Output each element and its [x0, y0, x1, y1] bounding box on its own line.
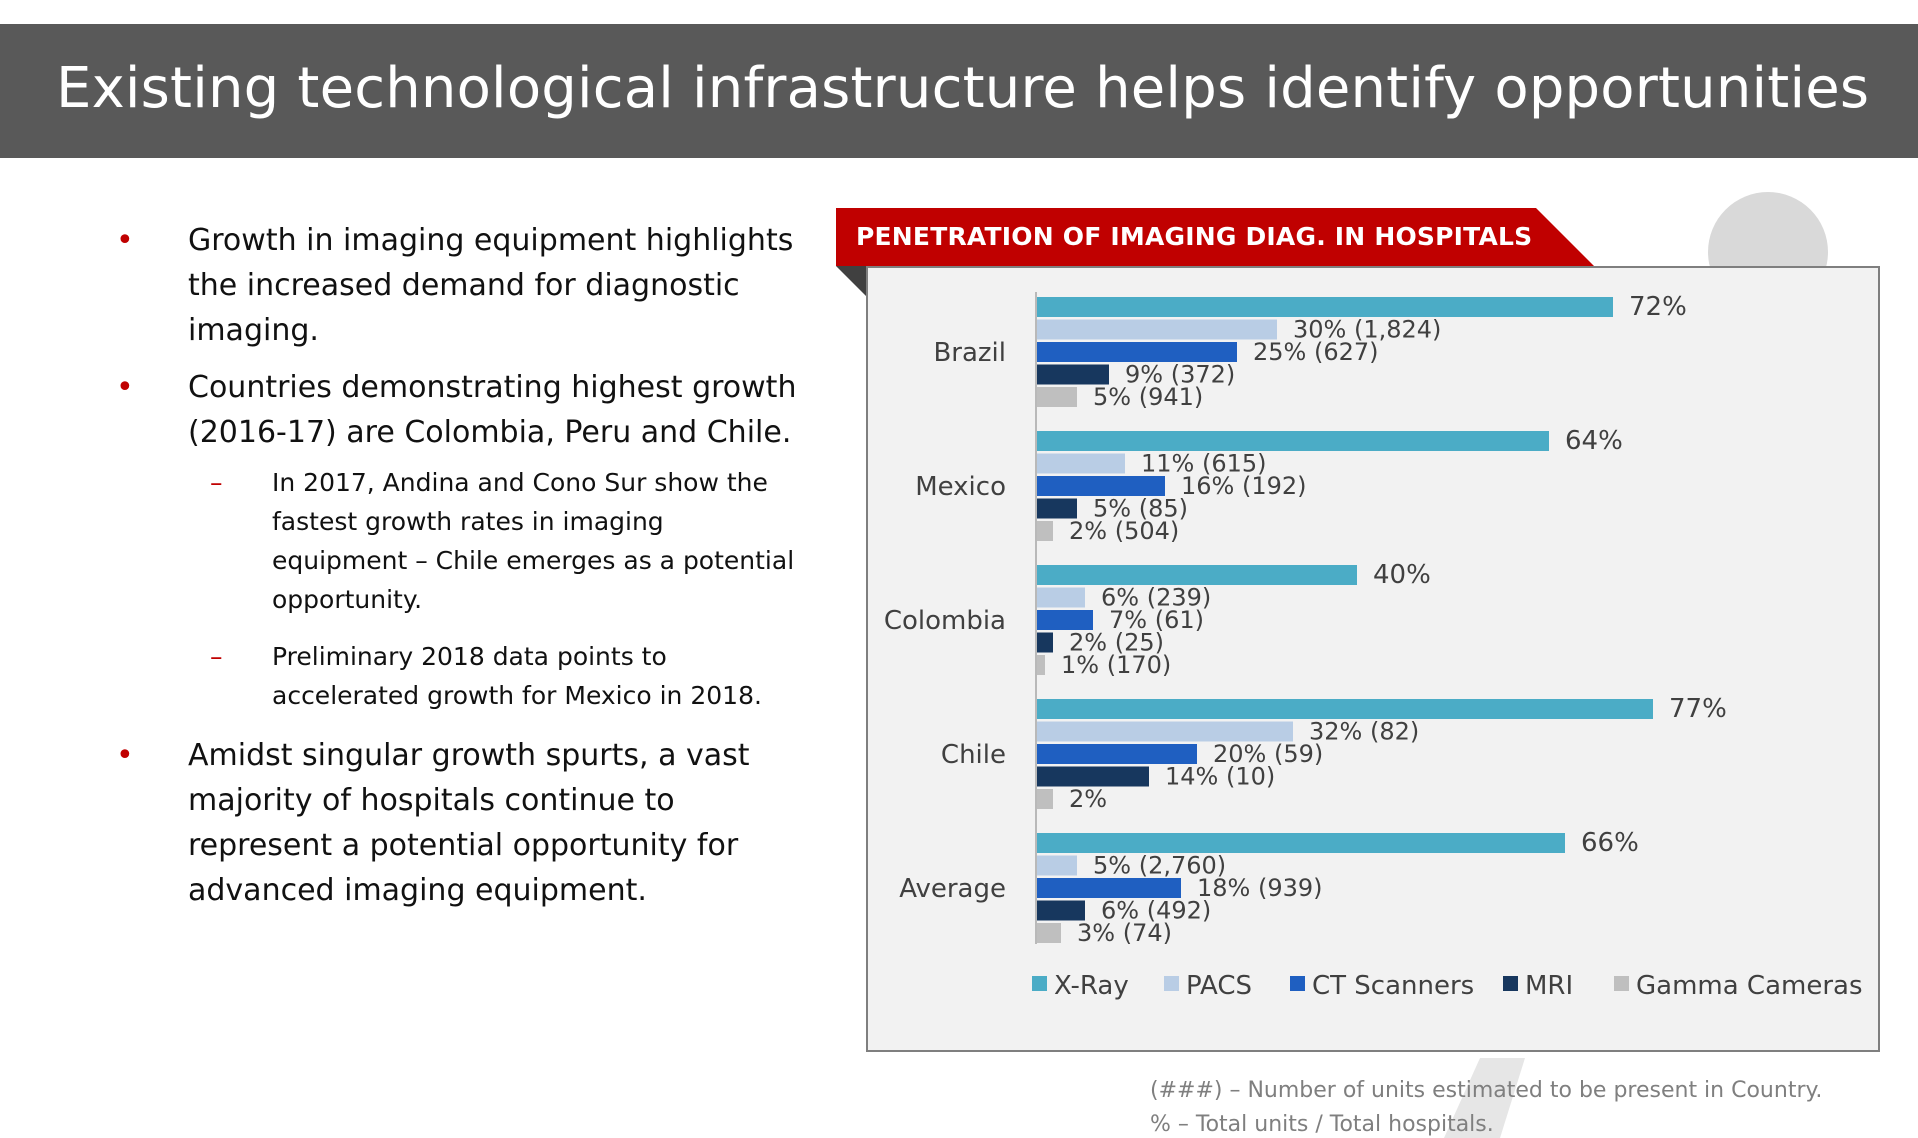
bar-x-ray	[1037, 699, 1653, 719]
bar-mri	[1037, 766, 1149, 787]
data-label: 6% (239)	[1101, 584, 1211, 612]
bar-ct-scanners	[1037, 610, 1093, 630]
bar-gamma-cameras	[1037, 521, 1053, 541]
data-label: 20% (59)	[1213, 740, 1323, 768]
bar-pacs	[1037, 587, 1085, 608]
sub-bullet-marker: –	[210, 468, 223, 497]
chart-frame	[866, 266, 1880, 1052]
sub-bullet-text: Preliminary 2018 data points to accelera…	[272, 642, 762, 710]
bullet-item: • Amidst singular growth spurts, a vast …	[100, 733, 800, 913]
bar-x-ray	[1037, 297, 1613, 317]
data-label: 30% (1,824)	[1293, 316, 1441, 344]
data-label: 18% (939)	[1197, 874, 1323, 902]
bar-mri	[1037, 632, 1053, 653]
data-label: 6% (492)	[1101, 897, 1211, 925]
page-title: Existing technological infrastructure he…	[56, 56, 1870, 121]
bar-ct-scanners	[1037, 342, 1237, 362]
bullet-item: • Countries demonstrating highest growth…	[100, 365, 800, 455]
bar-pacs	[1037, 319, 1277, 340]
sub-bullet-item: – In 2017, Andina and Cono Sur show the …	[100, 463, 800, 619]
data-label: 14% (10)	[1165, 763, 1275, 791]
bullet-list: • Growth in imaging equipment highlights…	[100, 218, 800, 925]
bar-pacs	[1037, 453, 1125, 474]
category-label: Average	[899, 874, 1006, 904]
data-label: 2% (504)	[1069, 517, 1179, 545]
footnote-percent: % – Total units / Total hospitals.	[1150, 1112, 1494, 1137]
data-label: 5% (2,760)	[1093, 852, 1226, 880]
data-label: 64%	[1565, 426, 1623, 456]
legend-label: CT Scanners	[1312, 971, 1474, 1001]
bullet-marker: •	[116, 738, 134, 773]
category-label: Colombia	[884, 606, 1006, 636]
data-label: 66%	[1581, 828, 1639, 858]
legend-label: Gamma Cameras	[1636, 971, 1863, 1001]
data-label: 1% (170)	[1061, 651, 1171, 679]
chart-title: PENETRATION OF IMAGING DIAG. IN HOSPITAL…	[856, 222, 1533, 251]
bullet-marker: •	[116, 370, 134, 405]
bar-mri	[1037, 900, 1085, 921]
data-label: 25% (627)	[1253, 338, 1379, 366]
data-label: 77%	[1669, 694, 1727, 724]
legend-label: MRI	[1525, 971, 1573, 1001]
bar-x-ray	[1037, 431, 1549, 451]
bar-pacs	[1037, 855, 1077, 876]
legend-swatch	[1032, 976, 1047, 991]
bar-ct-scanners	[1037, 878, 1181, 898]
legend-swatch	[1164, 976, 1179, 991]
bar-x-ray	[1037, 565, 1357, 585]
data-label: 5% (941)	[1093, 383, 1203, 411]
data-label: 72%	[1629, 292, 1687, 322]
data-label: 3% (74)	[1077, 919, 1172, 947]
category-label: Mexico	[915, 472, 1006, 502]
title-bar: Existing technological infrastructure he…	[0, 24, 1918, 158]
bar-gamma-cameras	[1037, 923, 1061, 943]
data-label: 5% (85)	[1093, 495, 1188, 523]
bar-mri	[1037, 364, 1109, 385]
category-label: Chile	[941, 740, 1006, 770]
data-label: 9% (372)	[1125, 361, 1235, 389]
banner-shape	[836, 208, 1594, 266]
bar-gamma-cameras	[1037, 789, 1053, 809]
bar-mri	[1037, 498, 1077, 519]
legend-swatch	[1614, 976, 1629, 991]
data-label: 40%	[1373, 560, 1431, 590]
legend-label: PACS	[1186, 971, 1252, 1001]
bullet-text: Growth in imaging equipment highlights t…	[188, 223, 794, 348]
bullet-text: Amidst singular growth spurts, a vast ma…	[188, 738, 750, 908]
bar-x-ray	[1037, 833, 1565, 853]
data-label: 16% (192)	[1181, 472, 1307, 500]
bar-ct-scanners	[1037, 476, 1165, 496]
bullet-marker: •	[116, 223, 134, 258]
bar-gamma-cameras	[1037, 387, 1077, 407]
legend-swatch	[1290, 976, 1305, 991]
sub-bullet-marker: –	[210, 642, 223, 671]
decorative-stroke	[1444, 1058, 1525, 1138]
bullet-item: • Growth in imaging equipment highlights…	[100, 218, 800, 353]
bar-gamma-cameras	[1037, 655, 1045, 675]
bar-ct-scanners	[1037, 744, 1197, 764]
chart-banner	[836, 208, 1594, 266]
legend-label: X-Ray	[1054, 971, 1129, 1001]
bar-pacs	[1037, 721, 1293, 742]
bullet-text: Countries demonstrating highest growth (…	[188, 370, 797, 450]
data-label: 2% (25)	[1069, 629, 1164, 657]
footnote-units: (###) – Number of units estimated to be …	[1150, 1078, 1823, 1103]
category-label: Brazil	[933, 338, 1006, 368]
sub-bullet-item: – Preliminary 2018 data points to accele…	[100, 637, 800, 715]
data-label: 32% (82)	[1309, 718, 1419, 746]
sub-bullet-list: – In 2017, Andina and Cono Sur show the …	[100, 463, 800, 715]
sub-bullet-text: In 2017, Andina and Cono Sur show the fa…	[272, 468, 795, 614]
legend-swatch	[1503, 976, 1518, 991]
data-label: 7% (61)	[1109, 606, 1204, 634]
data-label: 11% (615)	[1141, 450, 1267, 478]
data-label: 2%	[1069, 785, 1107, 813]
